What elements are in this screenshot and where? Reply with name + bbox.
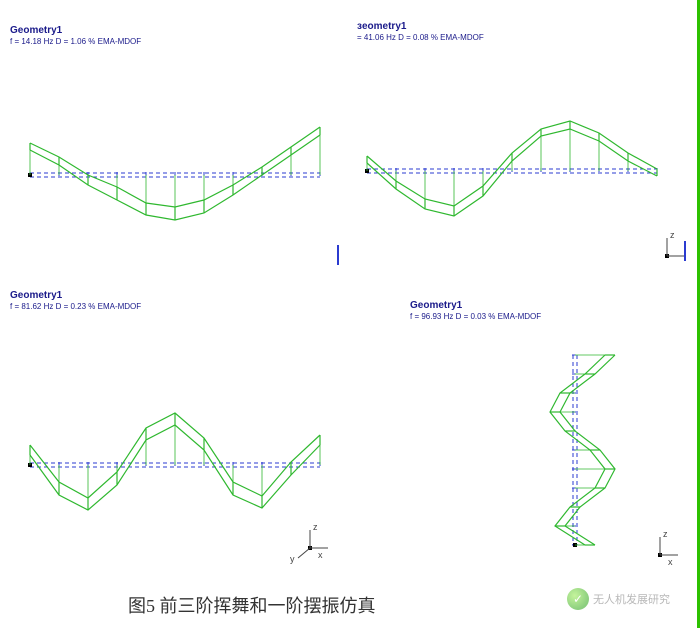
mode-shape-plot bbox=[10, 25, 340, 275]
svg-text:z: z bbox=[313, 522, 318, 532]
watermark-text: 无人机发展研究 bbox=[593, 591, 670, 607]
mode-panel-p2: ɜeometry1 = 41.06 Hz D = 0.08 % EMA-MDOF… bbox=[357, 21, 687, 271]
wechat-icon-glyph: ✓ bbox=[573, 592, 583, 606]
mode-shape-plot: z bbox=[357, 21, 687, 271]
svg-text:y: y bbox=[290, 554, 295, 564]
mode-panel-p4: Geometry1f = 96.93 Hz D = 0.03 % EMA-MDO… bbox=[410, 300, 690, 580]
mode-shape-plot: z x y bbox=[10, 290, 340, 570]
mode-panel-p1: Geometry1f = 14.18 Hz D = 1.06 % EMA-MDO… bbox=[10, 25, 340, 275]
svg-text:z: z bbox=[670, 230, 675, 240]
svg-text:x: x bbox=[668, 557, 673, 567]
svg-text:x: x bbox=[318, 550, 323, 560]
wechat-icon: ✓ bbox=[567, 588, 589, 610]
watermark: ✓ 无人机发展研究 bbox=[567, 588, 670, 610]
svg-text:z: z bbox=[663, 529, 668, 539]
mode-panel-p3: Geometry1f = 81.62 Hz D = 0.23 % EMA-MDO… bbox=[10, 290, 340, 570]
figure-caption: 图5 前三阶挥舞和一阶摆振仿真 bbox=[128, 592, 376, 618]
mode-shape-plot: zx bbox=[410, 300, 690, 580]
